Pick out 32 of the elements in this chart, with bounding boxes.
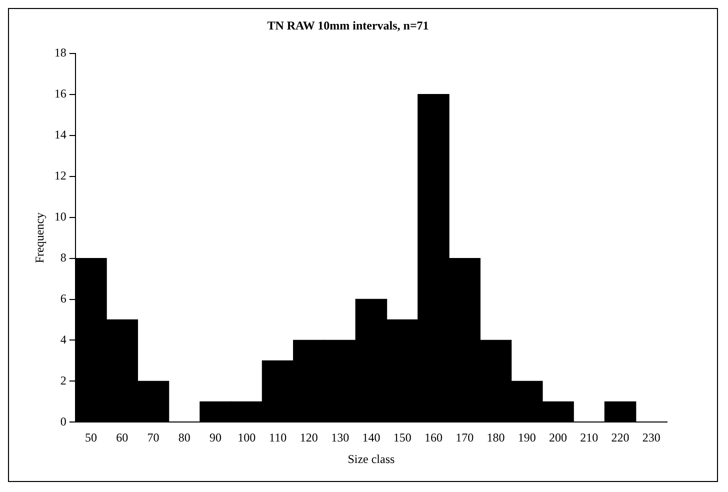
x-tick-label: 50	[84, 430, 97, 445]
y-tick-label: 0	[60, 414, 66, 428]
x-tick-label: 190	[518, 430, 536, 445]
y-tick-label: 14	[54, 128, 66, 142]
y-tick-label: 4	[60, 332, 66, 346]
chart-title: TN RAW 10mm intervals, n=71	[267, 18, 429, 32]
y-tick-label: 12	[54, 168, 66, 182]
x-tick-label: 210	[580, 430, 598, 445]
x-tick-label: 130	[331, 430, 350, 445]
x-tick-label: 220	[611, 430, 630, 445]
x-tick-label: 110	[269, 430, 287, 445]
x-tick-label: 180	[486, 430, 505, 445]
x-tick-label: 200	[549, 430, 568, 445]
y-tick-label: 10	[54, 209, 66, 224]
y-tick-label: 2	[60, 373, 66, 388]
y-tick-label: 18	[54, 46, 66, 60]
x-tick-label: 120	[300, 430, 318, 445]
x-tick-label: 80	[178, 430, 190, 445]
y-axis-title: Frequency	[32, 212, 46, 264]
y-tick-label: 16	[54, 86, 66, 101]
x-tick-label: 230	[642, 430, 660, 445]
y-tick-label: 8	[60, 250, 66, 264]
y-tick-label: 6	[60, 291, 66, 306]
x-tick-label: 170	[456, 430, 474, 445]
x-tick-label: 140	[362, 430, 380, 445]
x-tick-label: 100	[238, 430, 256, 445]
x-tick-label: 70	[147, 430, 160, 445]
x-tick-label: 60	[116, 430, 128, 445]
x-tick-label: 160	[424, 430, 442, 445]
x-tick-label: 150	[393, 430, 412, 445]
x-tick-label: 90	[210, 430, 222, 445]
x-axis-title: Size class	[348, 452, 396, 466]
